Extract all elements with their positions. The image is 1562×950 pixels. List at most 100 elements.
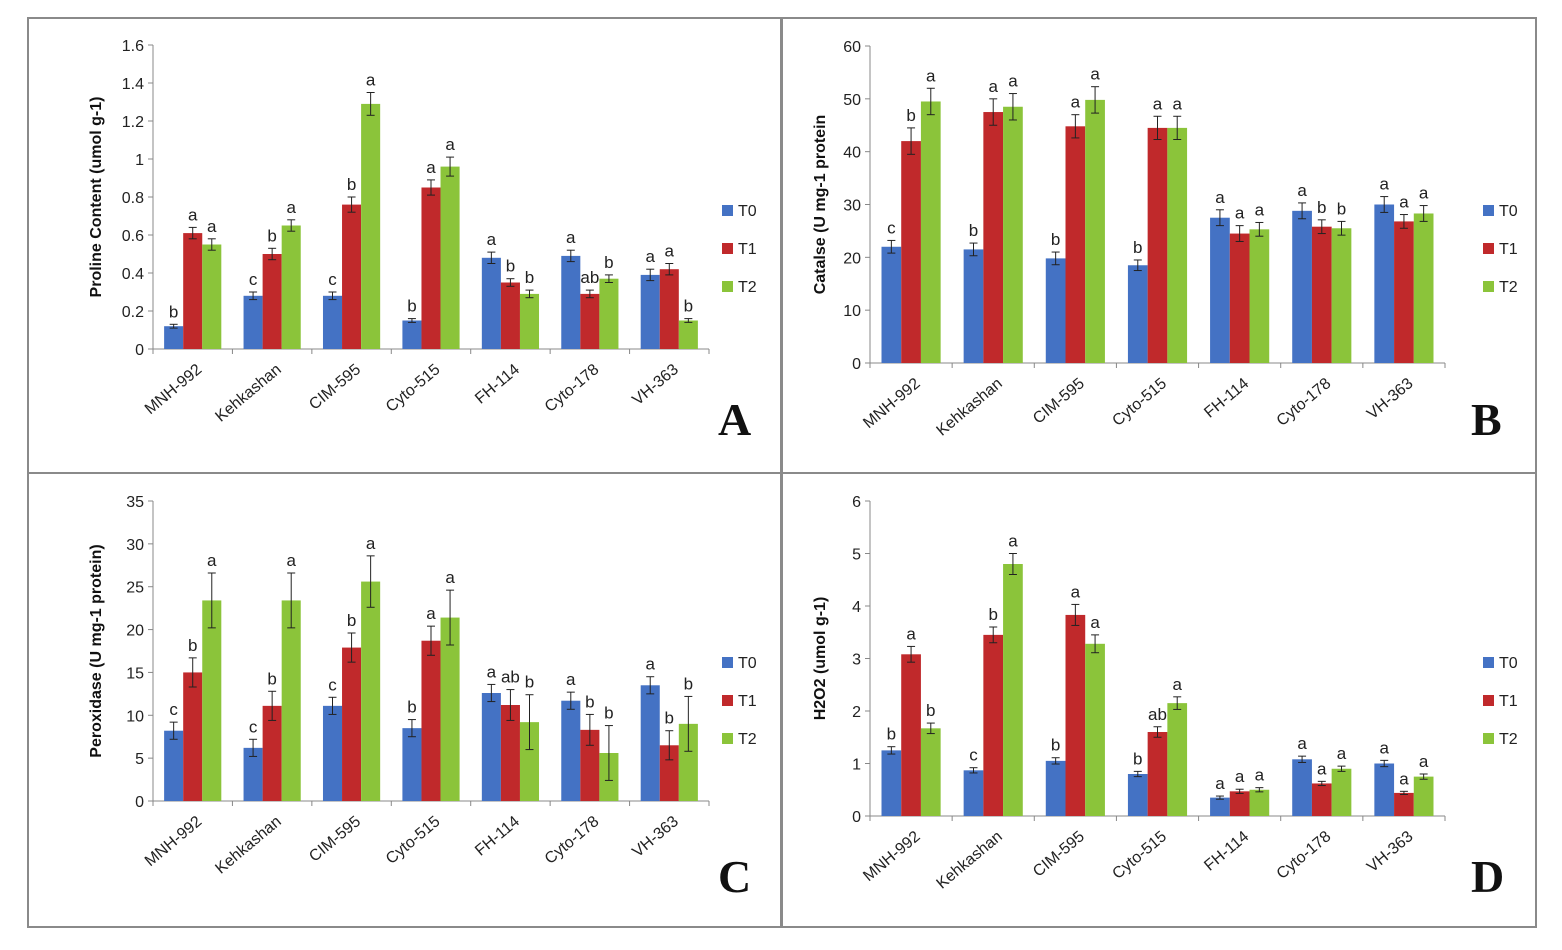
significance-letter: a [665, 242, 675, 261]
bar-t0 [481, 693, 501, 801]
bar-t2 [920, 101, 941, 363]
bar-t2 [1003, 106, 1023, 363]
significance-letter: b [1133, 749, 1142, 768]
significance-letter: a [426, 158, 436, 177]
y-tick-label: 0.6 [122, 228, 144, 245]
significance-letter: a [1317, 759, 1327, 778]
bar-t2 [361, 581, 381, 801]
legend-swatch-t2 [1483, 281, 1494, 292]
bar-t1 [500, 705, 520, 801]
significance-letter: a [1297, 181, 1307, 200]
y-tick-label: 0 [135, 342, 144, 359]
bar-t2 [1249, 789, 1270, 816]
significance-letter: b [604, 253, 613, 272]
panel-letter: A [718, 394, 751, 445]
significance-letter: b [407, 698, 416, 717]
y-axis-title: Catalse (U mg-1 protein [812, 115, 829, 295]
significance-letter: b [1051, 230, 1060, 249]
bar-t1 [342, 647, 362, 801]
y-axis-title: Proline Content (umol g-1) [88, 97, 105, 298]
significance-letter: a [1215, 774, 1225, 793]
significance-letter: a [1255, 766, 1265, 785]
legend-swatch-t1 [1483, 695, 1494, 706]
category-label: Kehkashan [934, 375, 1006, 439]
bar-t2 [1167, 703, 1188, 816]
y-tick-label: 0.8 [122, 190, 144, 207]
significance-letter: a [1337, 744, 1347, 763]
bar-t1 [1065, 614, 1086, 816]
bar-t1 [659, 745, 679, 801]
significance-letter: a [1379, 738, 1389, 757]
significance-letter: a [1090, 613, 1100, 632]
y-tick-label: 1 [852, 757, 861, 774]
bar-t2 [1085, 99, 1105, 363]
bar-t0 [1292, 759, 1312, 816]
category-label: Cyto-178 [1274, 828, 1335, 883]
significance-letter: c [969, 746, 978, 765]
legend-swatch-t0 [1483, 205, 1494, 216]
legend-swatch-t2 [722, 281, 733, 292]
significance-letter: b [1133, 238, 1142, 257]
y-tick-label: 3 [852, 652, 861, 669]
bar-t1 [342, 204, 362, 349]
bar-t0 [164, 326, 184, 349]
bar-t2 [519, 293, 540, 349]
legend-swatch-t2 [722, 733, 733, 744]
category-label: FH-114 [1201, 828, 1252, 875]
bar-t2 [1003, 564, 1023, 816]
bar-t0 [881, 246, 902, 363]
significance-letter: a [1008, 532, 1018, 551]
y-tick-label: 4 [852, 599, 861, 616]
significance-letter: a [487, 662, 497, 681]
bar-t0 [402, 320, 422, 349]
significance-letter: b [506, 257, 515, 276]
legend-label-t1: T1 [1499, 693, 1518, 710]
panel-letter: C [718, 851, 751, 902]
significance-letter: b [267, 669, 276, 688]
significance-letter: b [347, 611, 356, 630]
bar-t2 [281, 225, 301, 349]
significance-letter: a [1215, 188, 1225, 207]
bar-t0 [243, 747, 263, 801]
bar-t0 [1210, 217, 1230, 363]
bar-t2 [920, 728, 941, 816]
significance-letter: a [1379, 175, 1389, 194]
significance-letter: c [328, 675, 337, 694]
y-tick-label: 60 [843, 39, 861, 56]
y-tick-label: 15 [126, 665, 144, 682]
significance-letter: a [188, 205, 198, 224]
y-tick-label: 0 [135, 794, 144, 811]
panel-a: 0 0.2 0.4 0.6 0.8 1 1.2 1.4 1.6 Proline Content (… [27, 17, 782, 474]
significance-letter: a [1399, 769, 1409, 788]
y-tick-label: 1 [135, 152, 144, 169]
bar-t1 [183, 672, 203, 801]
bar-t0 [561, 255, 581, 349]
category-label: Cyto-515 [1109, 828, 1170, 883]
significance-letter: a [1297, 734, 1307, 753]
significance-letter: a [207, 551, 217, 570]
category-label: Cyto-178 [542, 813, 603, 868]
significance-letter: a [988, 77, 998, 96]
significance-letter: b [267, 226, 276, 245]
bar-t0 [963, 770, 984, 816]
significance-letter: b [684, 297, 693, 316]
bar-t2 [599, 278, 619, 349]
bar-t1 [983, 634, 1004, 816]
category-label: FH-114 [472, 813, 523, 860]
significance-letter: c [328, 270, 337, 289]
chart-proline: 0 0.2 0.4 0.6 0.8 1 1.2 1.4 1.6 Proline Content (… [88, 38, 757, 445]
bar-t1 [1311, 226, 1332, 363]
panel-b: 0 10 20 30 40 50 60 Catalse (U mg-1 protein MNH-… [781, 17, 1537, 474]
y-tick-label: 30 [126, 537, 144, 554]
bar-t0 [243, 295, 263, 349]
significance-letter: a [1419, 752, 1429, 771]
bar-t0 [963, 249, 984, 363]
legend-label-t2: T2 [738, 279, 757, 296]
legend-label-t2: T2 [1499, 731, 1518, 748]
category-label: CIM-595 [1030, 828, 1088, 881]
legend-swatch-t1 [722, 695, 733, 706]
significance-letter: b [1337, 199, 1346, 218]
bar-t0 [1127, 265, 1148, 363]
significance-letter: c [887, 218, 896, 237]
category-label: Cyto-178 [1274, 375, 1335, 430]
